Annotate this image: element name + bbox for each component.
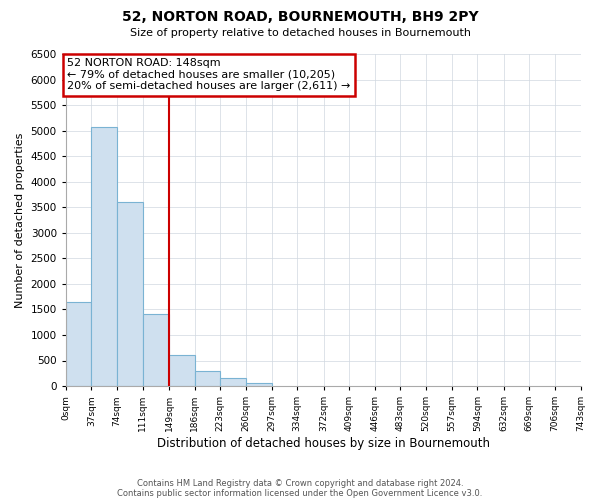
Bar — [143, 314, 169, 386]
Y-axis label: Number of detached properties: Number of detached properties — [15, 132, 25, 308]
Bar — [66, 302, 91, 386]
Text: 52 NORTON ROAD: 148sqm
← 79% of detached houses are smaller (10,205)
20% of semi: 52 NORTON ROAD: 148sqm ← 79% of detached… — [67, 58, 350, 92]
Text: Contains HM Land Registry data © Crown copyright and database right 2024.: Contains HM Land Registry data © Crown c… — [137, 478, 463, 488]
Bar — [169, 355, 194, 386]
Text: Size of property relative to detached houses in Bournemouth: Size of property relative to detached ho… — [130, 28, 470, 38]
Text: Contains public sector information licensed under the Open Government Licence v3: Contains public sector information licen… — [118, 488, 482, 498]
Bar — [91, 126, 117, 386]
Bar — [194, 370, 220, 386]
Text: 52, NORTON ROAD, BOURNEMOUTH, BH9 2PY: 52, NORTON ROAD, BOURNEMOUTH, BH9 2PY — [122, 10, 478, 24]
Bar — [246, 383, 272, 386]
X-axis label: Distribution of detached houses by size in Bournemouth: Distribution of detached houses by size … — [157, 437, 490, 450]
Bar — [220, 378, 246, 386]
Bar — [117, 202, 143, 386]
